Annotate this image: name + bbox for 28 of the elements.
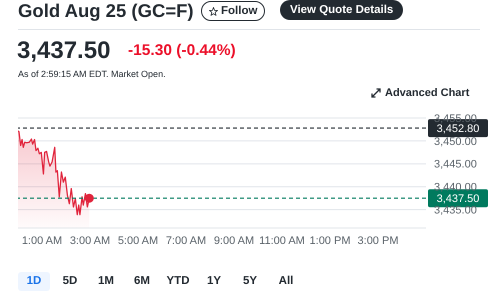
x-tick-label: 11:00 AM: [259, 234, 305, 247]
text: As of 2:59:15 AM EDT. Market Open.: [18, 68, 166, 80]
x-tick-label: 1:00 PM: [310, 234, 350, 247]
text: Advanced Chart: [385, 86, 470, 100]
x-tick-label: 5:00 AM: [118, 234, 158, 247]
text: 1Y: [206, 274, 222, 289]
y-tick-label: 3,450.00: [434, 136, 477, 148]
text: 6M: [133, 274, 151, 289]
ref-line-label: 3,437.50: [436, 193, 480, 206]
x-tick-label: 3:00 PM: [358, 234, 398, 247]
y-tick-label: 3,445.00: [434, 158, 477, 171]
text: 5D: [62, 274, 78, 289]
x-tick-label: 9:00 AM: [214, 234, 254, 247]
y-tick-label: 3,435.00: [434, 204, 477, 217]
ref-line-label: 3,452.80: [436, 123, 480, 136]
text: Follow: [221, 4, 258, 19]
x-tick-label: 3:00 AM: [70, 234, 110, 247]
text: View Quote Details: [280, 0, 404, 20]
text: All: [278, 274, 294, 289]
x-tick-label: 7:00 AM: [166, 234, 206, 247]
x-tick-label: 1:00 AM: [22, 234, 62, 247]
chart-title: Gold Aug 25 (GC=F): [18, 0, 194, 22]
text: 1M: [97, 274, 115, 289]
text: 1D: [18, 272, 50, 291]
text: -15.30 (-0.44%): [128, 41, 236, 61]
text: YTD: [166, 274, 190, 289]
text: 5Y: [242, 274, 258, 289]
text: 3,437.50: [17, 36, 110, 66]
